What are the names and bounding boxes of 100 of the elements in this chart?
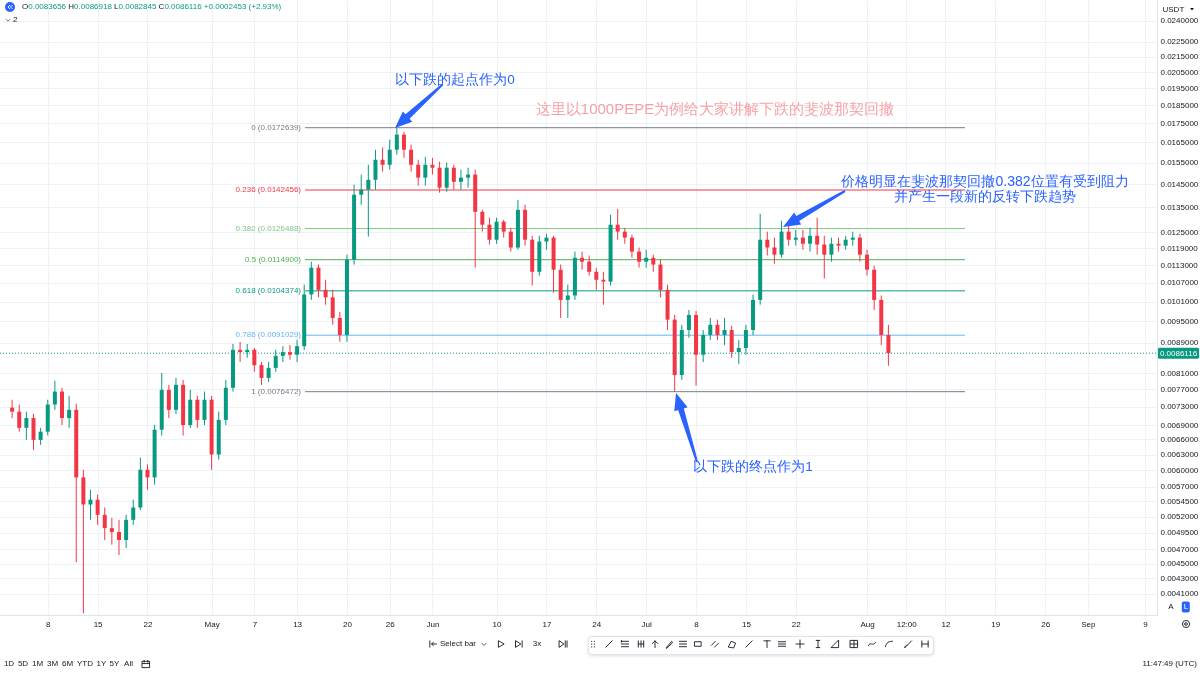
candlestick — [145, 463, 150, 491]
y-axis-title: USDT — [1162, 4, 1185, 14]
candlestick — [31, 413, 36, 451]
x-tick-label: 22 — [143, 619, 153, 629]
y-tick-label: 0.0047000 — [1160, 544, 1199, 554]
candlestick — [686, 309, 691, 339]
candlestick — [52, 380, 57, 411]
y-tick-label: 0.0175000 — [1160, 118, 1199, 128]
x-tick-label: 7 — [252, 619, 258, 629]
y-tick-label: 0.0145000 — [1160, 179, 1199, 189]
candlestick — [786, 225, 791, 247]
candlestick — [416, 159, 421, 187]
y-tick-label: 0.0063000 — [1160, 450, 1199, 460]
candlestick — [715, 319, 720, 341]
candlestick — [337, 311, 342, 343]
y-tick-label: 0.0107000 — [1160, 278, 1199, 288]
text: YTD — [77, 658, 93, 669]
y-tick-label: 0.0043000 — [1160, 573, 1199, 583]
candlestick — [736, 339, 741, 365]
candlestick — [458, 169, 463, 191]
x-tick-label: 20 — [343, 619, 353, 629]
candlestick — [722, 317, 727, 346]
y-tick-label: 0.0113000 — [1160, 260, 1199, 270]
candlestick — [195, 395, 200, 429]
text: 3M — [46, 658, 59, 669]
candlestick — [487, 217, 492, 246]
y-tick-label: 0.0205000 — [1160, 67, 1199, 77]
candlestick — [109, 517, 114, 546]
candlestick — [131, 499, 136, 526]
x-tick-label: Jul — [641, 619, 653, 629]
y-tick-label: 0.0081000 — [1160, 368, 1199, 378]
ref-line-label: 0.382 (0.0126488) — [235, 223, 302, 233]
y-tick-label: 0.0069000 — [1160, 420, 1199, 430]
candlestick — [815, 217, 820, 256]
candlestick — [800, 229, 805, 251]
y-tick-label: 0.0225000 — [1160, 37, 1199, 47]
y-tick-label: 0.0095000 — [1160, 316, 1199, 326]
candlestick — [95, 493, 100, 526]
candlestick — [857, 233, 862, 263]
y-tick-label: 0.0052000 — [1160, 512, 1199, 522]
candlestick — [466, 167, 471, 189]
candlestick — [373, 149, 378, 191]
candlestick — [480, 209, 485, 233]
y-tick-label: 0.0215000 — [1160, 52, 1199, 62]
candlestick — [394, 127, 399, 156]
ref-line-label: 0.786 (0.0091029) — [235, 330, 302, 340]
candlestick — [166, 384, 171, 419]
candlestick — [330, 289, 335, 326]
y-tick-label: 0.0054500 — [1160, 496, 1199, 506]
annotation: 这里以1000PEPE为例给大家讲解下跌的斐波那契回撤 — [535, 99, 895, 118]
x-tick-label: 8 — [46, 619, 52, 629]
y-tick-label: 0.0073000 — [1160, 402, 1199, 412]
text: 11:47:49 (UTC) — [1142, 658, 1197, 669]
candlestick — [124, 514, 129, 549]
text: Select bar — [439, 638, 477, 649]
y-tick-label: 0.0135000 — [1160, 202, 1199, 212]
candlestick — [508, 227, 513, 253]
candlestick — [366, 164, 371, 238]
candlestick — [829, 237, 834, 263]
text: 3x — [532, 638, 542, 649]
candlestick — [423, 156, 428, 187]
x-tick-label: 15 — [93, 619, 104, 629]
y-tick-label: 0.0119000 — [1160, 243, 1199, 253]
candlestick — [779, 220, 784, 259]
candlestick — [202, 391, 207, 426]
candlestick — [409, 144, 414, 173]
candlestick — [708, 317, 713, 341]
x-tick-label: 24 — [592, 619, 602, 629]
candlestick — [401, 131, 406, 159]
x-tick-label: 22 — [791, 619, 802, 629]
x-tick-label: 17 — [542, 619, 552, 629]
candlestick — [594, 267, 599, 291]
x-tick-label: May — [204, 619, 220, 629]
candlestick — [252, 347, 257, 373]
annotation: O0.0083656 H0.0086918 L0.0082845 C0.0086116 +0.0002453 (+2.93%) — [22, 1, 282, 11]
candlestick — [822, 235, 827, 280]
y-tick-label: 0.0089000 — [1160, 338, 1199, 347]
y-tick-label: 0.0060000 — [1160, 465, 1199, 475]
y-tick-label: 0.0045000 — [1160, 559, 1199, 569]
y-tick-label: 0.0066000 — [1160, 434, 1199, 444]
candlestick — [24, 411, 29, 441]
y-tick-label: 0.0077000 — [1160, 384, 1199, 394]
x-tick-label: 13 — [293, 619, 303, 629]
candlestick — [316, 264, 321, 298]
x-tick-label: 12 — [941, 619, 951, 629]
candlestick — [10, 399, 15, 419]
candlestick — [259, 361, 264, 386]
text: A — [1168, 601, 1174, 612]
x-tick-label: 19 — [991, 619, 1001, 629]
candlestick — [17, 404, 22, 433]
ref-line-label: 0.236 (0.0142456) — [235, 185, 302, 195]
x-tick-label: 9 — [1143, 619, 1149, 629]
candlestick — [587, 255, 592, 277]
text: 1M — [31, 658, 44, 669]
candlestick — [67, 395, 72, 429]
text: 5D — [17, 658, 29, 669]
text: L — [1181, 601, 1191, 613]
candlestick — [287, 344, 292, 361]
y-tick-label: 0.0155000 — [1160, 158, 1199, 168]
ref-line-label: 0.618 (0.0104374) — [235, 285, 302, 295]
